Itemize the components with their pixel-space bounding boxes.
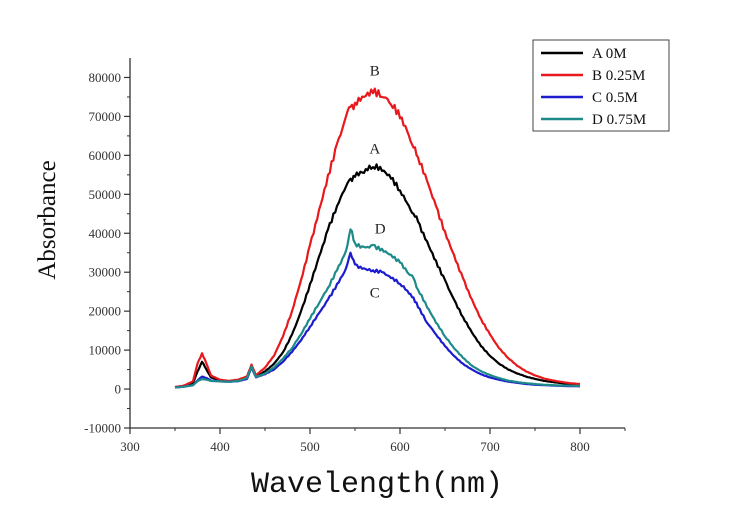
peak-label-d: D	[375, 221, 386, 237]
legend-label-b: B 0.25M	[592, 68, 645, 84]
y-tick-label: 50000	[89, 187, 122, 202]
x-tick-label: 300	[120, 439, 140, 454]
y-tick-label: 60000	[89, 148, 122, 163]
x-tick-label: 700	[480, 439, 500, 454]
ticks: -10000 0 10000 20000 30000 40000 50000 60000 700…	[84, 70, 626, 454]
y-tick-label: 30000	[89, 265, 122, 280]
x-tick-label: 400	[210, 439, 230, 454]
y-tick-label: 40000	[89, 226, 122, 241]
axes	[129, 58, 625, 429]
y-tick-label: 20000	[89, 304, 122, 319]
legend-label-c: C 0.5M	[592, 90, 638, 106]
peak-annotations: B A D C	[369, 64, 385, 302]
peak-label-a: A	[369, 141, 380, 157]
y-axis-title: Absorbance	[34, 160, 61, 279]
series-line-a	[174, 163, 580, 389]
series-layer	[174, 87, 581, 389]
x-tick-label: 500	[300, 439, 320, 454]
series-line-b	[174, 87, 581, 389]
y-tick-label: 70000	[89, 109, 122, 124]
legend-label-d: D 0.75M	[592, 112, 646, 128]
y-tick-label: 10000	[89, 343, 122, 358]
peak-label-b: B	[370, 64, 380, 80]
legend-label-a: A 0M	[592, 46, 627, 62]
y-tick-label: 80000	[89, 70, 122, 85]
series-line-d	[174, 228, 581, 389]
legend-box	[532, 39, 670, 132]
y-tick-label: 0	[115, 382, 122, 397]
x-axis-title: Wavelength(nm)	[251, 468, 503, 502]
legend: A 0M B 0.25M C 0.5M D 0.75M	[532, 39, 670, 132]
x-tick-label: 600	[390, 439, 410, 454]
x-tick-label: 800	[570, 439, 590, 454]
peak-label-c: C	[370, 286, 380, 302]
y-tick-label: -10000	[84, 421, 121, 436]
